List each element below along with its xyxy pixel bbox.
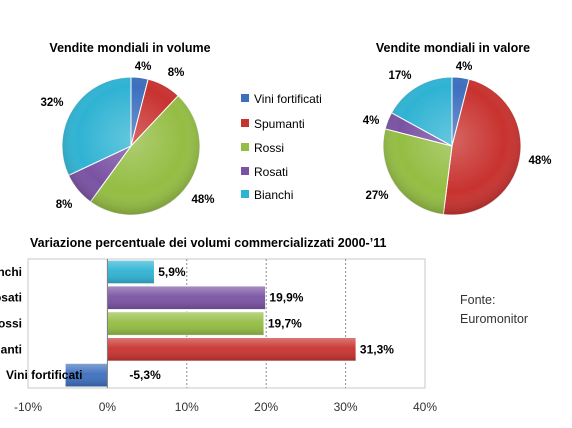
legend-label-rosati: Rosati bbox=[254, 165, 288, 179]
pie-valore-title: Vendite mondiali in valore bbox=[376, 41, 530, 55]
bar-chart-title: Variazione percentuale dei volumi commer… bbox=[30, 236, 386, 250]
legend-swatch-rossi bbox=[241, 143, 249, 151]
bar-tick-label: 20% bbox=[254, 400, 278, 414]
bar-value-spumanti: 31,3% bbox=[360, 342, 394, 356]
pie-volume-label-spumanti: 8% bbox=[168, 67, 185, 79]
bar-plot-frame bbox=[27, 258, 426, 389]
bar-tick-label: 30% bbox=[334, 400, 358, 414]
bar-category-bianchi: Bianchi bbox=[0, 265, 22, 279]
pie-valore-label-rosati: 4% bbox=[363, 115, 380, 127]
pie-chart-valore: Vendite mondiali in valore 4% 48% 27% 4%… bbox=[363, 41, 552, 216]
bar-value-rosati: 19,9% bbox=[269, 291, 303, 305]
pie-legend: Vini fortificati Spumanti Rossi Rosati B… bbox=[241, 92, 322, 202]
bar-rossi-shade bbox=[107, 311, 264, 336]
pie-volume-label-rossi: 48% bbox=[191, 194, 214, 206]
pie-volume-label-bianchi: 32% bbox=[40, 97, 63, 109]
pie-volume-label-vini-fortificati: 4% bbox=[135, 61, 152, 73]
source-note-line-2: Euromonitor bbox=[460, 312, 528, 326]
bar-rosati-shade bbox=[107, 286, 266, 310]
source-note: Fonte: Euromonitor bbox=[460, 293, 528, 326]
legend-swatch-vini-fortificati bbox=[241, 94, 249, 102]
pie-valore-label-spumanti: 48% bbox=[528, 155, 551, 167]
bar-series bbox=[65, 259, 357, 388]
pie-volume-title: Vendite mondiali in volume bbox=[49, 41, 210, 55]
bar-spumanti-shade bbox=[107, 337, 356, 361]
legend-swatch-bianchi bbox=[241, 190, 249, 198]
bar-tick-label: 40% bbox=[413, 400, 437, 414]
pie-chart-volume: Vendite mondiali in volume 4% 8% 48% 8% … bbox=[40, 41, 215, 216]
legend-swatch-rosati bbox=[241, 167, 249, 175]
pie-valore-label-rossi: 27% bbox=[365, 190, 388, 202]
bar-category-rosati: Rosati bbox=[0, 291, 22, 305]
bar-tick-label: 0% bbox=[99, 400, 117, 414]
legend-label-vini-fortificati: Vini fortificati bbox=[254, 92, 322, 106]
bar-category-rossi: Rossi bbox=[0, 317, 22, 331]
bar-value-vini-fortificati: -5,3% bbox=[129, 368, 161, 382]
pie-valore-label-bianchi: 17% bbox=[388, 70, 411, 82]
bar-category-labels: Bianchi Rosati Rossi Spumanti Vini fortifica… bbox=[0, 265, 82, 382]
legend-label-rossi: Rossi bbox=[254, 141, 284, 155]
bar-chart-variazione: Variazione percentuale dei volumi commer… bbox=[0, 236, 437, 414]
legend-label-bianchi: Bianchi bbox=[254, 188, 293, 202]
bar-data-labels: 5,9% 19,9% 19,7% 31,3% -5,3% bbox=[129, 265, 394, 382]
bar-bianchi-shade bbox=[107, 260, 155, 284]
bar-category-vini-fortificati: Vini fortificati bbox=[6, 368, 82, 382]
pie-valore-shading bbox=[383, 77, 521, 215]
bar-value-bianchi: 5,9% bbox=[158, 265, 186, 279]
bar-tick-label: -10% bbox=[14, 400, 42, 414]
bar-tick-labels: -10% 0% 10% 20% 30% 40% bbox=[14, 400, 437, 414]
bar-category-spumanti: Spumanti bbox=[0, 342, 22, 356]
bar-value-rossi: 19,7% bbox=[268, 317, 302, 331]
pie-volume-shading bbox=[62, 77, 200, 215]
source-note-line-1: Fonte: bbox=[460, 293, 495, 307]
legend-label-spumanti: Spumanti bbox=[254, 117, 305, 131]
legend-swatch-spumanti bbox=[241, 119, 249, 127]
bar-tick-label: 10% bbox=[175, 400, 199, 414]
bar-vini-fortificati-shade bbox=[65, 363, 108, 387]
pie-valore-label-vini-fortificati: 4% bbox=[456, 61, 473, 73]
pie-volume-label-rosati: 8% bbox=[56, 199, 73, 211]
